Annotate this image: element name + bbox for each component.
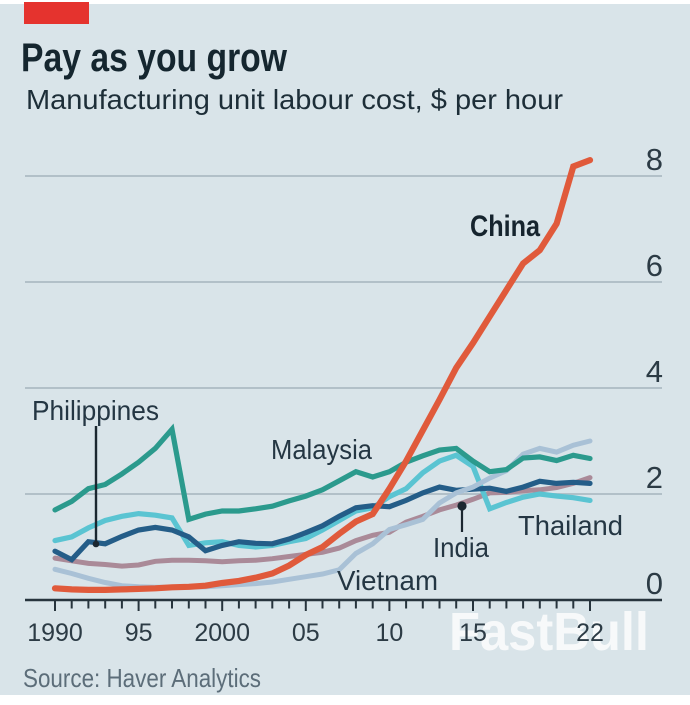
svg-text:India: India (433, 532, 489, 563)
svg-text:6: 6 (646, 248, 663, 283)
svg-text:Pay as you grow: Pay as you grow (21, 36, 288, 80)
svg-text:Malaysia: Malaysia (271, 434, 372, 465)
svg-text:China: China (470, 210, 540, 243)
svg-text:Source: Haver Analytics: Source: Haver Analytics (23, 663, 261, 693)
svg-text:2000: 2000 (194, 619, 250, 647)
svg-text:Manufacturing unit labour cost: Manufacturing unit labour cost, $ per ho… (26, 84, 563, 115)
svg-text:95: 95 (125, 619, 153, 647)
svg-text:05: 05 (292, 619, 320, 647)
svg-text:0: 0 (646, 566, 663, 601)
svg-text:4: 4 (646, 354, 663, 389)
svg-text:Philippines: Philippines (32, 395, 159, 426)
svg-text:Thailand: Thailand (518, 510, 623, 541)
svg-text:FastBull: FastBull (449, 602, 649, 662)
svg-text:8: 8 (646, 142, 663, 177)
svg-text:1990: 1990 (27, 619, 83, 647)
svg-text:10: 10 (375, 619, 403, 647)
svg-text:Vietnam: Vietnam (337, 565, 438, 596)
svg-text:2: 2 (646, 460, 663, 495)
svg-text:15: 15 (459, 619, 487, 647)
svg-text:22: 22 (576, 619, 604, 647)
